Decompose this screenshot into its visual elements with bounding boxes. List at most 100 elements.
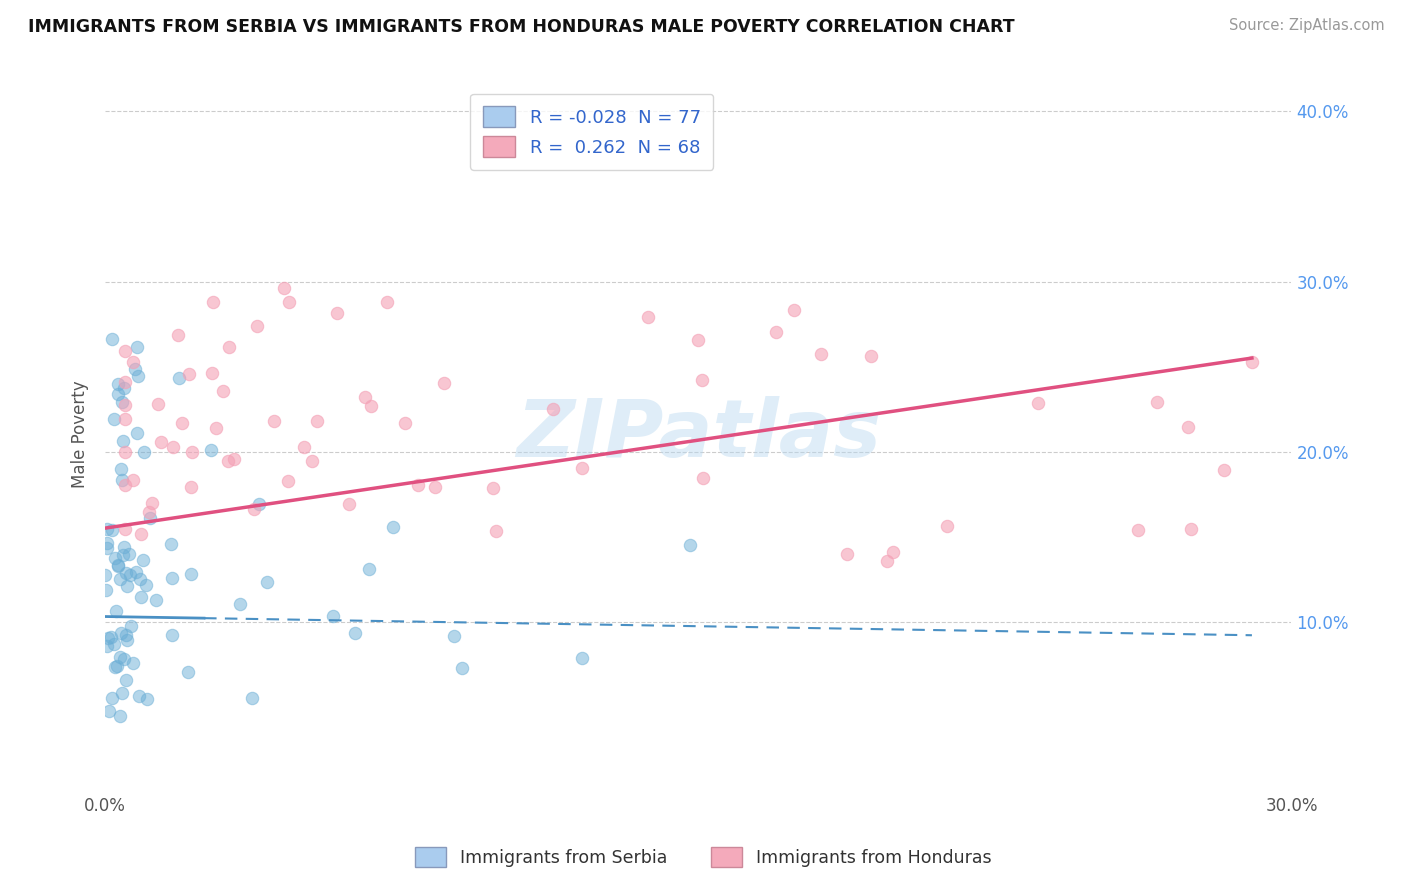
Point — [97, 631, 120, 645]
Point — [114, 628, 136, 642]
Point — [180, 566, 202, 581]
Point — [162, 440, 184, 454]
Point — [240, 691, 263, 706]
Point — [837, 547, 859, 561]
Point — [637, 310, 659, 325]
Point — [180, 445, 202, 459]
Point — [112, 652, 135, 666]
Point — [104, 660, 127, 674]
Point — [246, 319, 269, 334]
Point — [138, 505, 160, 519]
Point — [112, 434, 135, 448]
Point — [100, 691, 122, 706]
Point — [381, 519, 404, 533]
Point — [876, 554, 898, 568]
Point — [104, 604, 127, 618]
Point — [359, 562, 381, 576]
Point — [301, 454, 323, 468]
Point — [96, 522, 118, 536]
Point — [179, 368, 201, 382]
Point — [170, 416, 193, 430]
Point — [114, 344, 136, 359]
Point — [139, 510, 162, 524]
Point — [122, 355, 145, 369]
Point — [101, 524, 124, 538]
Point — [344, 625, 367, 640]
Point — [114, 375, 136, 389]
Point — [131, 553, 153, 567]
Point — [686, 333, 709, 347]
Point — [167, 327, 190, 342]
Point — [111, 548, 134, 562]
Point — [111, 395, 134, 409]
Point — [242, 502, 264, 516]
Point — [177, 665, 200, 679]
Point — [692, 471, 714, 485]
Point — [114, 522, 136, 536]
Point — [120, 619, 142, 633]
Point — [129, 591, 152, 605]
Point — [125, 565, 148, 579]
Point — [782, 303, 804, 318]
Point — [98, 704, 121, 718]
Legend: R = -0.028  N = 77, R =  0.262  N = 68: R = -0.028 N = 77, R = 0.262 N = 68 — [470, 94, 713, 169]
Point — [322, 609, 344, 624]
Point — [433, 376, 456, 390]
Point — [108, 649, 131, 664]
Point — [108, 572, 131, 586]
Point — [810, 346, 832, 360]
Point — [443, 629, 465, 643]
Point — [277, 295, 299, 310]
Point — [339, 497, 361, 511]
Point — [115, 632, 138, 647]
Point — [96, 541, 118, 555]
Point — [103, 412, 125, 426]
Point — [423, 480, 446, 494]
Point — [679, 538, 702, 552]
Point — [107, 386, 129, 401]
Point — [114, 478, 136, 492]
Point — [110, 709, 132, 723]
Point — [103, 637, 125, 651]
Point — [571, 461, 593, 475]
Legend: Immigrants from Serbia, Immigrants from Honduras: Immigrants from Serbia, Immigrants from … — [408, 840, 998, 874]
Point — [107, 559, 129, 574]
Point — [482, 481, 505, 495]
Point — [217, 454, 239, 468]
Point — [1180, 522, 1202, 536]
Point — [145, 593, 167, 607]
Point — [160, 628, 183, 642]
Point — [121, 474, 143, 488]
Point — [1026, 396, 1049, 410]
Point — [120, 567, 142, 582]
Point — [229, 597, 252, 611]
Point — [882, 545, 904, 559]
Point — [114, 445, 136, 459]
Point — [218, 340, 240, 354]
Point — [159, 537, 181, 551]
Point — [307, 414, 329, 428]
Point — [110, 462, 132, 476]
Point — [114, 566, 136, 581]
Point — [247, 497, 270, 511]
Point — [118, 547, 141, 561]
Point — [360, 400, 382, 414]
Point — [100, 630, 122, 644]
Text: ZIPatlas: ZIPatlas — [516, 395, 880, 474]
Point — [148, 397, 170, 411]
Point — [377, 295, 399, 310]
Point — [354, 390, 377, 404]
Point — [101, 332, 124, 346]
Point — [96, 639, 118, 653]
Point — [111, 474, 134, 488]
Point — [94, 582, 117, 597]
Point — [451, 661, 474, 675]
Point — [263, 414, 285, 428]
Point — [129, 572, 152, 586]
Point — [135, 578, 157, 592]
Point — [105, 659, 128, 673]
Point — [169, 371, 191, 385]
Point — [211, 384, 233, 399]
Point — [277, 474, 299, 488]
Point — [860, 349, 883, 363]
